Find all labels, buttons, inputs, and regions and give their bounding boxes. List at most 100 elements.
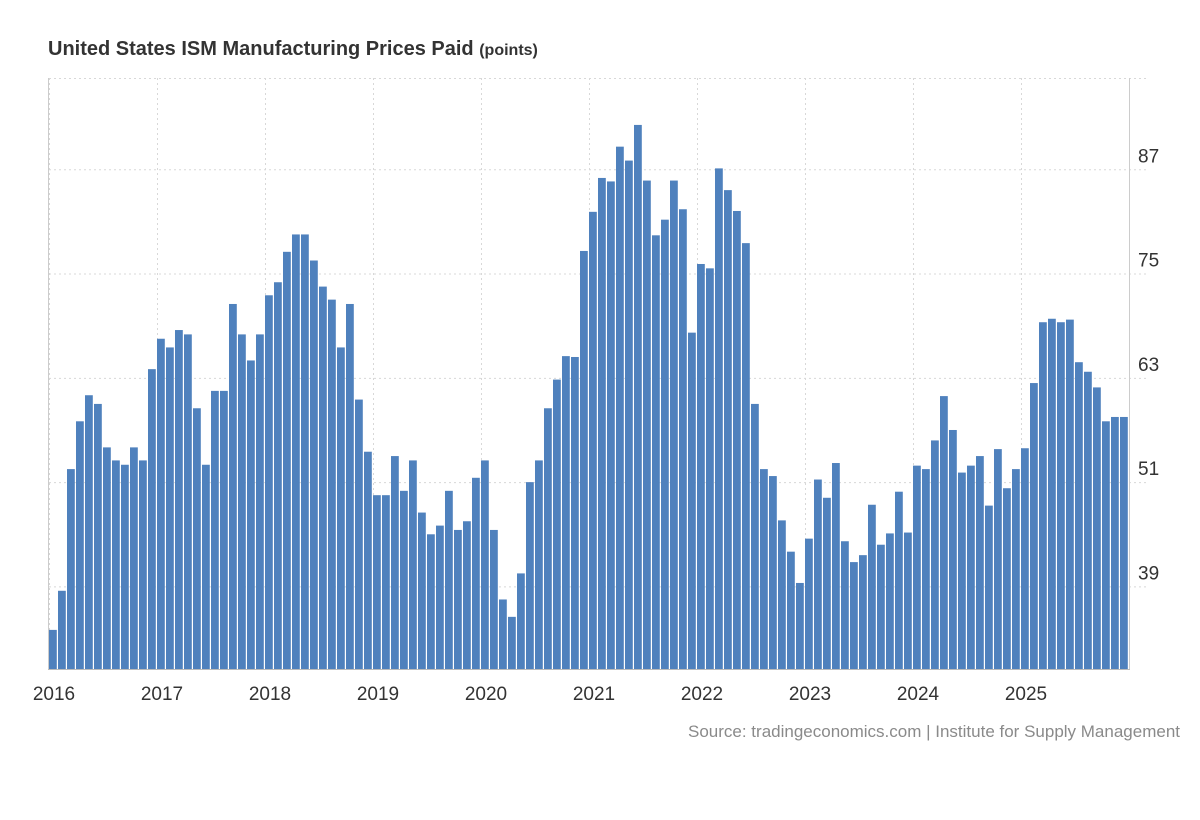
bar[interactable] xyxy=(139,460,147,669)
bar[interactable] xyxy=(742,243,750,669)
bar[interactable] xyxy=(364,451,372,669)
bar[interactable] xyxy=(751,403,759,669)
bar[interactable] xyxy=(1057,322,1065,669)
bar[interactable] xyxy=(58,590,66,669)
bar[interactable] xyxy=(256,334,264,669)
bar[interactable] xyxy=(607,181,615,669)
bar[interactable] xyxy=(175,330,183,669)
bar[interactable] xyxy=(1075,362,1083,669)
bar[interactable] xyxy=(85,395,93,669)
bar[interactable] xyxy=(805,538,813,669)
bar[interactable] xyxy=(976,456,984,669)
bar[interactable] xyxy=(409,460,417,669)
bar[interactable] xyxy=(886,533,894,669)
bar[interactable] xyxy=(463,521,471,669)
bar[interactable] xyxy=(877,544,885,669)
bar[interactable] xyxy=(571,356,579,669)
bar[interactable] xyxy=(130,447,138,670)
bar[interactable] xyxy=(580,250,588,669)
bar[interactable] xyxy=(1003,488,1011,669)
bar[interactable] xyxy=(913,465,921,669)
bar[interactable] xyxy=(67,469,75,669)
bar[interactable] xyxy=(346,303,354,669)
bar[interactable] xyxy=(994,449,1002,669)
bar[interactable] xyxy=(850,562,858,669)
bar[interactable] xyxy=(238,334,246,669)
bar[interactable] xyxy=(274,282,282,669)
bar[interactable] xyxy=(337,347,345,669)
bar[interactable] xyxy=(1102,421,1110,669)
bar[interactable] xyxy=(1012,469,1020,669)
bar[interactable] xyxy=(625,160,633,669)
bar[interactable] xyxy=(229,303,237,669)
bar[interactable] xyxy=(112,460,120,669)
bar[interactable] xyxy=(526,482,534,669)
bar[interactable] xyxy=(535,460,543,669)
bar[interactable] xyxy=(697,263,705,669)
bar[interactable] xyxy=(445,490,453,669)
bar[interactable] xyxy=(553,379,561,669)
bar[interactable] xyxy=(1048,318,1056,669)
bar[interactable] xyxy=(715,168,723,669)
bar[interactable] xyxy=(292,234,300,669)
bar[interactable] xyxy=(733,210,741,669)
bar[interactable] xyxy=(679,209,687,670)
bar[interactable] xyxy=(544,408,552,669)
bar[interactable] xyxy=(661,219,669,670)
bar[interactable] xyxy=(373,495,381,669)
bar[interactable] xyxy=(508,616,516,669)
bar[interactable] xyxy=(931,440,939,669)
bar[interactable] xyxy=(49,629,57,669)
bar[interactable] xyxy=(634,124,642,670)
bar[interactable] xyxy=(94,403,102,669)
bar[interactable] xyxy=(1030,383,1038,669)
bar[interactable] xyxy=(562,356,570,669)
bar[interactable] xyxy=(211,390,219,669)
bar[interactable] xyxy=(940,396,948,669)
bar[interactable] xyxy=(688,332,696,669)
bar[interactable] xyxy=(157,338,165,669)
bar[interactable] xyxy=(823,497,831,669)
bar[interactable] xyxy=(283,251,291,669)
bar[interactable] xyxy=(1021,448,1029,669)
bar[interactable] xyxy=(481,460,489,669)
bar[interactable] xyxy=(787,551,795,669)
bar[interactable] xyxy=(706,268,714,669)
bar[interactable] xyxy=(670,180,678,669)
bar[interactable] xyxy=(652,235,660,669)
bar[interactable] xyxy=(319,286,327,669)
bar[interactable] xyxy=(814,479,822,669)
bar[interactable] xyxy=(922,469,930,669)
bar[interactable] xyxy=(427,534,435,669)
bar[interactable] xyxy=(760,469,768,669)
bar[interactable] xyxy=(355,399,363,669)
bar[interactable] xyxy=(868,504,876,669)
bar[interactable] xyxy=(949,429,957,669)
bar[interactable] xyxy=(589,211,597,669)
bar[interactable] xyxy=(247,360,255,669)
bar[interactable] xyxy=(499,599,507,669)
bar[interactable] xyxy=(418,512,426,669)
bar[interactable] xyxy=(598,177,606,669)
bar[interactable] xyxy=(382,495,390,669)
bar[interactable] xyxy=(301,234,309,669)
bar[interactable] xyxy=(184,334,192,669)
bar[interactable] xyxy=(643,180,651,669)
bar[interactable] xyxy=(472,477,480,669)
bar[interactable] xyxy=(1093,387,1101,669)
bar[interactable] xyxy=(616,146,624,669)
bar[interactable] xyxy=(841,541,849,669)
bar[interactable] xyxy=(958,472,966,669)
bar[interactable] xyxy=(724,190,732,669)
bar[interactable] xyxy=(967,465,975,669)
bar[interactable] xyxy=(1120,416,1128,669)
bar[interactable] xyxy=(985,505,993,669)
bar[interactable] xyxy=(265,295,273,669)
bar[interactable] xyxy=(1066,319,1074,669)
bar[interactable] xyxy=(220,390,228,669)
bar[interactable] xyxy=(1039,322,1047,669)
bar[interactable] xyxy=(517,573,525,669)
bar[interactable] xyxy=(310,260,318,669)
bar[interactable] xyxy=(193,408,201,669)
bar[interactable] xyxy=(454,529,462,669)
